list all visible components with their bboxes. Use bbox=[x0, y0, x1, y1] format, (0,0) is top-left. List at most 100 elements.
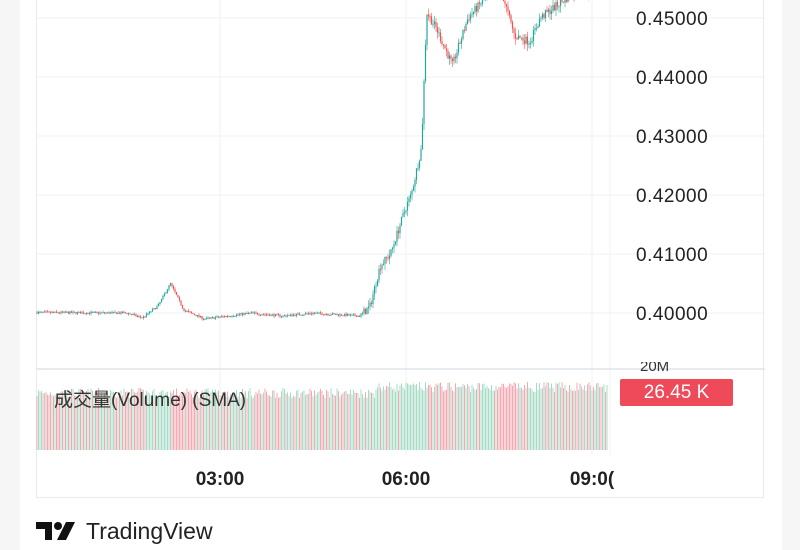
volume-bar bbox=[430, 385, 431, 450]
volume-bar bbox=[589, 382, 590, 450]
time-tick-label: 06:00 bbox=[382, 469, 431, 490]
candle-body bbox=[389, 256, 390, 259]
volume-bar bbox=[575, 391, 576, 450]
candle-body bbox=[555, 2, 556, 10]
candle-body bbox=[234, 316, 235, 317]
candle-body bbox=[273, 314, 274, 316]
candle-body bbox=[318, 312, 319, 313]
candle-body bbox=[330, 315, 331, 316]
volume-bar bbox=[577, 383, 578, 450]
candle-body bbox=[54, 312, 55, 313]
volume-bar bbox=[359, 398, 360, 450]
volume-bar bbox=[463, 384, 464, 450]
candle-body bbox=[90, 312, 91, 314]
candle-body bbox=[38, 312, 39, 314]
candle-body bbox=[531, 41, 532, 43]
candle-body bbox=[263, 314, 264, 315]
candle-body bbox=[426, 15, 427, 45]
candle-body bbox=[375, 286, 376, 287]
candle-body bbox=[567, 0, 568, 2]
candle-body bbox=[381, 265, 382, 269]
volume-bar bbox=[479, 383, 480, 450]
candle-body bbox=[455, 57, 456, 59]
candle-body bbox=[285, 315, 286, 316]
volume-bar bbox=[332, 394, 333, 450]
candle-body bbox=[255, 312, 256, 313]
candle-body bbox=[468, 20, 469, 21]
volume-bar bbox=[527, 382, 528, 450]
candle-body bbox=[387, 258, 388, 259]
volume-bar bbox=[319, 391, 320, 450]
candle-body bbox=[80, 312, 81, 314]
candle-body bbox=[204, 319, 205, 320]
volume-bar bbox=[505, 387, 506, 450]
candle-body bbox=[116, 312, 117, 314]
candle-body bbox=[47, 311, 48, 312]
candle-body bbox=[383, 264, 384, 265]
volume-bar bbox=[467, 384, 468, 450]
volume-bar bbox=[407, 383, 408, 450]
candle-body bbox=[362, 313, 363, 314]
candle-body bbox=[239, 314, 240, 315]
volume-bar bbox=[536, 383, 537, 450]
candle-body bbox=[329, 315, 330, 316]
volume-bar bbox=[391, 387, 392, 450]
candle-body bbox=[197, 315, 198, 316]
volume-bar bbox=[308, 394, 309, 450]
candle-body bbox=[83, 312, 84, 313]
candle-body bbox=[521, 38, 522, 39]
volume-bar bbox=[449, 382, 450, 450]
candle-body bbox=[416, 169, 417, 180]
volume-bar bbox=[262, 394, 263, 450]
candle-body bbox=[335, 314, 336, 315]
candle-body bbox=[477, 3, 478, 12]
candle-body bbox=[420, 149, 421, 161]
candle-body bbox=[347, 314, 348, 316]
volume-bar bbox=[520, 388, 521, 450]
candle-body bbox=[135, 314, 136, 316]
candle-body bbox=[224, 316, 225, 317]
candle-body bbox=[180, 300, 181, 305]
candle-body bbox=[321, 313, 322, 314]
volume-bar bbox=[551, 384, 552, 450]
volume-bar bbox=[595, 390, 596, 450]
candle-body bbox=[437, 27, 438, 32]
volume-bar bbox=[607, 385, 608, 450]
volume-bar bbox=[511, 384, 512, 450]
candlestick-chart[interactable]: 0.400000.410000.420000.430000.440000.450… bbox=[0, 0, 800, 533]
volume-bar bbox=[445, 390, 446, 450]
volume-bar bbox=[571, 389, 572, 450]
candle-body bbox=[312, 313, 313, 314]
candle-body bbox=[74, 312, 75, 313]
volume-bar bbox=[584, 385, 585, 450]
candle-body bbox=[503, 0, 504, 1]
volume-bar bbox=[343, 393, 344, 450]
volume-bar bbox=[368, 390, 369, 450]
volume-bar bbox=[334, 395, 335, 450]
tradingview-logo[interactable]: TradingView bbox=[36, 516, 213, 546]
volume-bar bbox=[413, 383, 414, 450]
volume-bar bbox=[602, 387, 603, 450]
candle-body bbox=[558, 6, 559, 7]
volume-bar bbox=[562, 382, 563, 450]
volume-bar bbox=[403, 387, 404, 450]
volume-bar bbox=[563, 388, 564, 450]
candle-body bbox=[230, 316, 231, 317]
candle-body bbox=[405, 210, 406, 212]
candle-body bbox=[299, 314, 300, 315]
candle-body bbox=[440, 32, 441, 41]
candle-body bbox=[353, 314, 354, 315]
candle-body bbox=[71, 311, 72, 312]
volume-bar bbox=[490, 390, 491, 450]
volume-bar bbox=[250, 388, 251, 450]
candle-body bbox=[198, 315, 199, 317]
volume-indicator-title[interactable]: 成交量(Volume) (SMA) bbox=[54, 385, 246, 412]
volume-bar bbox=[604, 384, 605, 450]
candle-body bbox=[147, 313, 148, 314]
candle-body bbox=[179, 297, 180, 300]
volume-bar bbox=[316, 395, 317, 450]
volume-bar bbox=[278, 398, 279, 450]
volume-bar bbox=[265, 389, 266, 450]
volume-bar bbox=[323, 395, 324, 450]
volume-bar bbox=[274, 390, 275, 450]
